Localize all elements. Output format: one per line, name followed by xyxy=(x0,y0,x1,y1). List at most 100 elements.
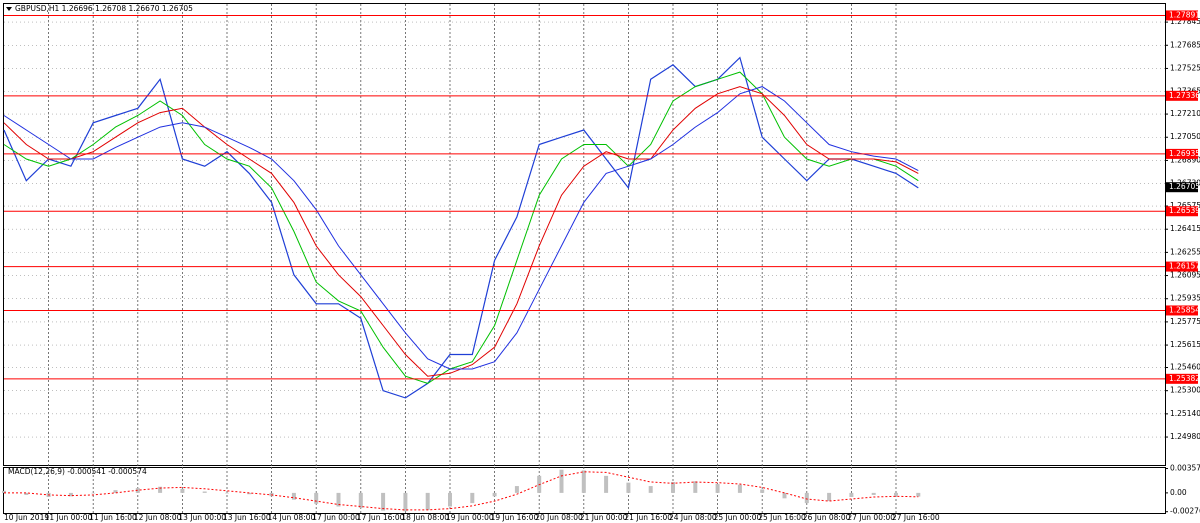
y-tick-label: 0.00 xyxy=(1170,488,1187,497)
y-tick-label: 1.24980 xyxy=(1170,432,1200,441)
y-tick-label: 1.27050 xyxy=(1170,132,1200,141)
macd-bar xyxy=(671,481,675,493)
y-tick-label: 1.26095 xyxy=(1170,271,1200,280)
x-tick-label: 13 Jun 16:00 xyxy=(223,513,271,522)
macd-bar xyxy=(827,492,832,502)
macd-bar xyxy=(448,492,452,507)
level-tag xyxy=(1166,90,1198,101)
main-frame xyxy=(3,3,1166,466)
macd-bar xyxy=(425,492,430,510)
x-tick-label: 21 Jun 16:00 xyxy=(624,513,672,522)
level-tag xyxy=(1166,10,1198,21)
y-tick-label: 1.26890 xyxy=(1170,155,1200,164)
macd-bar xyxy=(2,490,6,493)
x-tick-label: 19 Jun 16:00 xyxy=(491,513,539,522)
y-tick-label: 1.25140 xyxy=(1170,409,1200,418)
macd-bar xyxy=(581,470,586,493)
signal-line xyxy=(4,471,919,511)
x-tick-label: 24 Jun 08:00 xyxy=(669,513,717,522)
macd-bar xyxy=(693,481,698,493)
level-label: 1.25382 xyxy=(1169,374,1200,383)
macd-bar xyxy=(336,492,341,507)
y-tick-label: 1.26255 xyxy=(1170,247,1200,256)
macd-bar xyxy=(782,492,787,499)
macd-bar xyxy=(894,492,898,496)
x-tick-label: 11 Jun 00:00 xyxy=(45,513,93,522)
x-tick-label: 25 Jun 16:00 xyxy=(758,513,806,522)
level-tag xyxy=(1166,206,1198,217)
chart-title: GBPUSD,H1 1.26696 1.26708 1.26670 1.2670… xyxy=(15,4,193,13)
macd-bar xyxy=(225,492,229,494)
macd-bar xyxy=(291,492,296,500)
price-label: 1.26705 xyxy=(1169,182,1200,191)
y-tick-label: 1.25775 xyxy=(1170,317,1200,326)
macd-bar xyxy=(381,492,386,511)
macd-bar xyxy=(158,486,163,493)
macd-bar xyxy=(492,492,497,497)
collapse-arrow xyxy=(6,7,12,11)
macd-bar xyxy=(314,492,319,504)
y-tick-label: 1.26575 xyxy=(1170,201,1200,210)
macd-bar xyxy=(804,492,809,504)
level-label: 1.25854 xyxy=(1169,305,1200,314)
y-tick-label: 1.27845 xyxy=(1170,17,1200,26)
macd-bar xyxy=(113,490,118,493)
y-tick-label: 1.26415 xyxy=(1170,224,1200,233)
price-tag xyxy=(1166,182,1198,193)
level-label: 1.26935 xyxy=(1169,149,1200,158)
macd-bar xyxy=(91,492,96,494)
y-tick-label: 1.27685 xyxy=(1170,40,1200,49)
macd-bar xyxy=(604,475,609,493)
y-tick-label: 1.27210 xyxy=(1170,109,1200,118)
x-tick-label: 14 Jun 08:00 xyxy=(268,513,316,522)
macd-bar xyxy=(916,492,921,497)
x-tick-label: 26 Jun 08:00 xyxy=(803,513,851,522)
macd-bar xyxy=(470,492,475,504)
macd-bar xyxy=(760,489,765,493)
x-tick-label: 10 Jun 2019 xyxy=(4,513,49,522)
macd-bar xyxy=(849,492,854,497)
macd-bar xyxy=(247,492,252,495)
macd-bar xyxy=(403,492,408,512)
macd-bar xyxy=(180,488,185,493)
level-label: 1.26157 xyxy=(1169,262,1200,271)
x-tick-label: 11 Jun 16:00 xyxy=(89,513,137,522)
x-tick-label: 27 Jun 00:00 xyxy=(847,513,895,522)
x-tick-label: 20 Jun 08:00 xyxy=(535,513,583,522)
x-tick-label: 25 Jun 00:00 xyxy=(714,513,762,522)
y-tick-label: 1.25460 xyxy=(1170,363,1200,372)
macd-bar xyxy=(559,469,564,493)
price-line xyxy=(3,56,919,399)
y-tick-label: 0.003576 xyxy=(1170,464,1200,473)
x-tick-label: 12 Jun 08:00 xyxy=(134,513,182,522)
moving-average xyxy=(3,86,919,370)
level-tag xyxy=(1166,373,1198,384)
y-tick-label: 1.25300 xyxy=(1170,386,1200,395)
x-tick-label: 17 Jun 00:00 xyxy=(312,513,360,522)
macd-bar xyxy=(648,486,653,493)
level-label: 1.26539 xyxy=(1169,206,1200,215)
level-tag xyxy=(1166,305,1198,316)
macd-bar xyxy=(202,491,207,493)
macd-bar xyxy=(871,492,876,495)
y-tick-label: 1.27525 xyxy=(1170,63,1200,72)
x-tick-label: 19 Jun 00:00 xyxy=(446,513,494,522)
macd-bar xyxy=(514,486,519,493)
x-tick-label: 21 Jun 00:00 xyxy=(580,513,628,522)
macd-bar xyxy=(737,484,742,493)
y-tick-label: -0.002764 xyxy=(1170,507,1200,516)
macd-bar xyxy=(626,482,631,493)
level-label: 1.27336 xyxy=(1169,91,1200,100)
y-tick-label: 1.25615 xyxy=(1170,340,1200,349)
macd-bar xyxy=(715,484,720,493)
macd-bar xyxy=(68,492,73,497)
moving-average xyxy=(3,71,919,384)
macd-bar xyxy=(135,488,140,493)
y-tick-label: 1.25935 xyxy=(1170,294,1200,303)
x-tick-label: 13 Jun 00:00 xyxy=(178,513,226,522)
x-tick-label: 18 Jun 08:00 xyxy=(401,513,449,522)
macd-bar xyxy=(24,492,29,495)
macd-bar xyxy=(358,492,363,508)
level-label: 1.27891 xyxy=(1169,10,1200,19)
